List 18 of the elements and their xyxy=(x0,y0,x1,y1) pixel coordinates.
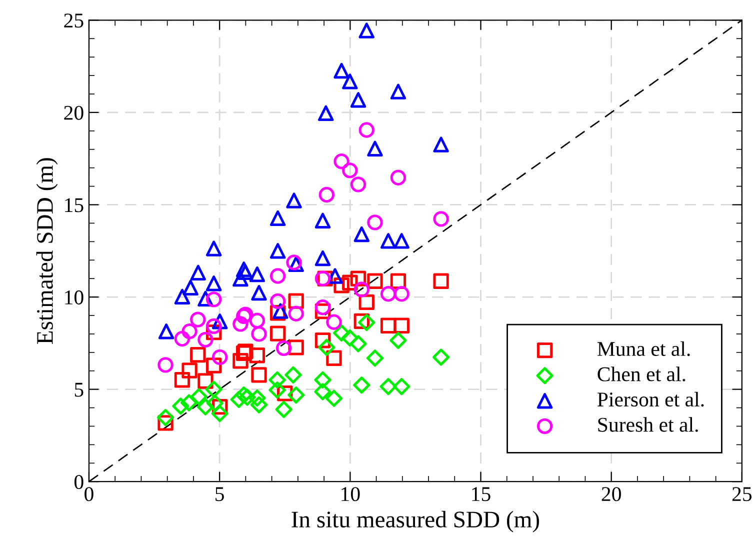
y-tick-label: 25 xyxy=(64,14,84,28)
y-tick-label: 5 xyxy=(74,382,84,397)
y-tick-label: 0 xyxy=(74,474,84,490)
y-tick-label: 15 xyxy=(65,198,84,212)
x-tick-label: 25 xyxy=(732,487,752,502)
x-tick-label: 5 xyxy=(216,487,224,502)
x-tick-label: 20 xyxy=(602,487,621,502)
legend-label: Muna et al. xyxy=(597,341,690,356)
y-tick-label: 20 xyxy=(64,106,84,120)
legend-label: Suresh et al. xyxy=(598,417,698,432)
x-tick-label: 0 xyxy=(84,487,94,502)
legend-label: Chen et al. xyxy=(598,366,686,382)
y-axis-title: Estimated SDD (m) xyxy=(36,158,58,344)
x-axis-title: In situ measured SDD (m) xyxy=(292,510,540,532)
x-tick-label: 10 xyxy=(342,487,360,502)
x-tick-label: 15 xyxy=(472,487,490,502)
y-tick-label: 10 xyxy=(65,290,84,304)
legend-label: Pierson et al. xyxy=(597,392,704,407)
